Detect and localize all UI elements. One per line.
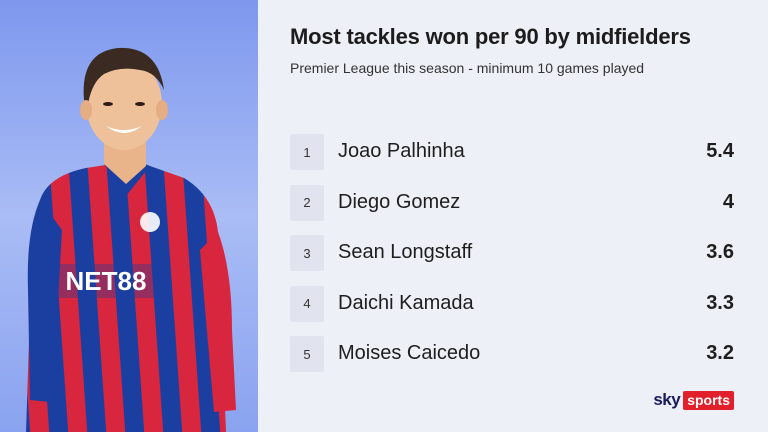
- player-name-3: Sean Longstaff: [338, 241, 473, 263]
- player-name-5: Moises Caicedo: [338, 342, 481, 364]
- logo-sky-text: sky: [653, 390, 681, 409]
- rank-badge-1: 1: [290, 134, 324, 170]
- player-value-3: 3.6: [706, 241, 734, 263]
- ranking-row-2: 2 Diego Gomez 4: [290, 184, 736, 221]
- ranking-table: 1 Joao Palhinha 5.4 2 Diego Gomez 4 3 Se…: [290, 134, 736, 387]
- player-value-5: 3.2: [706, 342, 734, 364]
- shirt-sponsor-text: NET88: [66, 266, 147, 296]
- ranking-row-5: 5 Moises Caicedo 3.2: [290, 336, 736, 372]
- rank-badge-4: 4: [290, 285, 324, 322]
- rank-badge-5: 5: [290, 336, 324, 372]
- player-name-4: Daichi Kamada: [338, 291, 474, 314]
- chart-title: Most tackles won per 90 by midfielders: [290, 24, 691, 49]
- player-name-1: Joao Palhinha: [338, 140, 465, 162]
- ranking-row-4: 4 Daichi Kamada 3.3: [290, 285, 736, 322]
- content-panel: Most tackles won per 90 by midfielders P…: [258, 0, 768, 432]
- chart-subtitle: Premier League this season - minimum 10 …: [290, 60, 645, 76]
- player-photo: NET88: [26, 47, 236, 432]
- player-value-2: 4: [722, 190, 734, 213]
- logo-sports-text: sports: [683, 390, 734, 410]
- player-photo-panel: NET88: [0, 0, 258, 432]
- player-value-4: 3.3: [706, 291, 734, 314]
- sky-sports-logo: sky sports: [653, 390, 734, 410]
- ranking-row-3: 3 Sean Longstaff 3.6: [290, 235, 736, 271]
- player-name-2: Diego Gomez: [338, 190, 461, 213]
- ranking-row-1: 1 Joao Palhinha 5.4: [290, 134, 736, 170]
- player-value-1: 5.4: [706, 140, 734, 162]
- rank-badge-3: 3: [290, 235, 324, 271]
- rank-badge-2: 2: [290, 184, 324, 221]
